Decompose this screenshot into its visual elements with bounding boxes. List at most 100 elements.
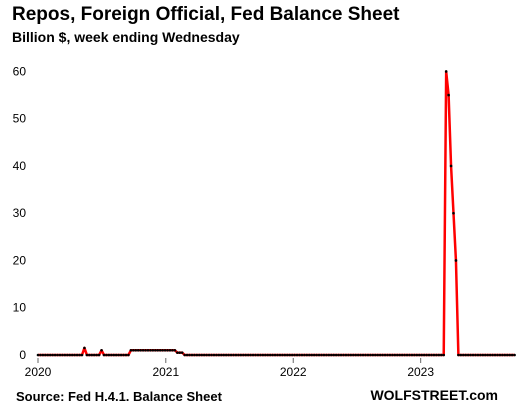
data-point <box>185 353 189 357</box>
data-point <box>273 353 277 357</box>
data-point <box>110 353 113 357</box>
data-point <box>427 353 431 357</box>
data-point <box>405 353 409 357</box>
data-point <box>105 353 108 357</box>
data-point <box>329 353 333 357</box>
data-point <box>75 353 79 357</box>
data-point <box>398 353 402 357</box>
data-point <box>505 353 509 357</box>
data-point <box>58 353 62 357</box>
data-point <box>276 353 279 357</box>
data-point <box>212 353 216 357</box>
data-point <box>400 353 404 357</box>
data-point <box>461 353 465 357</box>
y-tick-label: 10 <box>13 301 27 315</box>
data-point <box>393 353 397 357</box>
series-markers <box>36 70 516 357</box>
data-point <box>417 353 421 357</box>
data-point <box>483 353 487 357</box>
data-point <box>332 353 336 357</box>
data-point <box>498 353 502 357</box>
data-point <box>508 353 512 357</box>
data-point <box>386 353 389 357</box>
data-point <box>144 348 147 352</box>
data-point <box>432 353 436 357</box>
data-point <box>61 353 64 357</box>
data-point <box>73 353 76 357</box>
data-point <box>268 353 272 357</box>
data-point <box>430 353 433 357</box>
data-point <box>364 353 367 357</box>
data-point <box>134 348 138 352</box>
data-point <box>154 348 157 352</box>
data-point <box>351 353 355 357</box>
data-point <box>369 353 372 357</box>
data-point <box>234 353 238 357</box>
data-point <box>347 353 350 357</box>
data-point <box>63 353 67 357</box>
data-point <box>256 353 260 357</box>
data-point <box>48 353 52 357</box>
data-point <box>408 353 411 357</box>
data-point <box>68 353 72 357</box>
data-point <box>496 353 499 357</box>
data-point <box>100 348 103 352</box>
data-point <box>176 351 179 354</box>
data-point <box>171 348 174 352</box>
data-point <box>315 353 318 357</box>
data-point <box>151 348 155 352</box>
x-tick-label: 2021 <box>152 365 179 379</box>
data-point <box>259 353 262 357</box>
data-point <box>90 353 94 357</box>
data-point <box>278 353 282 357</box>
data-point <box>188 353 191 357</box>
data-point <box>124 353 128 357</box>
data-point <box>325 353 328 357</box>
data-point <box>178 351 182 354</box>
data-point <box>36 353 40 357</box>
data-point <box>342 353 345 357</box>
line-chart: 0 10 20 30 40 50 60 2020 2021 2022 2023 <box>13 64 516 379</box>
data-point <box>78 353 81 357</box>
data-point <box>361 353 365 357</box>
data-point <box>242 353 245 357</box>
data-point <box>158 348 162 352</box>
data-point <box>481 353 485 357</box>
data-point <box>476 353 480 357</box>
data-point <box>246 353 250 357</box>
data-point <box>217 353 221 357</box>
data-point <box>190 353 194 357</box>
data-point <box>266 353 270 357</box>
data-point <box>205 353 208 357</box>
data-point <box>413 353 416 357</box>
y-tick-label: 20 <box>13 253 27 267</box>
data-point <box>395 353 399 357</box>
data-point <box>486 353 490 357</box>
data-point <box>97 353 101 357</box>
data-point <box>112 353 116 357</box>
data-point <box>129 348 133 352</box>
data-point <box>166 348 169 352</box>
data-point <box>286 353 289 357</box>
data-point <box>83 346 86 350</box>
data-point <box>491 353 494 357</box>
x-tick-label: 2020 <box>25 365 52 379</box>
data-point <box>80 353 84 357</box>
data-point <box>251 353 255 357</box>
data-point <box>283 353 287 357</box>
data-point <box>310 353 314 357</box>
data-point <box>425 353 428 357</box>
data-point <box>435 353 438 357</box>
data-point <box>381 353 384 357</box>
data-point <box>317 353 321 357</box>
data-point <box>354 353 358 357</box>
data-point <box>88 353 91 357</box>
data-point <box>466 353 470 357</box>
data-point <box>344 353 348 357</box>
data-point <box>439 353 443 357</box>
data-point <box>119 353 123 357</box>
chart-subtitle: Billion $, week ending Wednesday <box>12 29 240 45</box>
y-tick-label: 30 <box>13 206 27 220</box>
data-point <box>356 353 360 357</box>
data-point <box>41 353 45 357</box>
